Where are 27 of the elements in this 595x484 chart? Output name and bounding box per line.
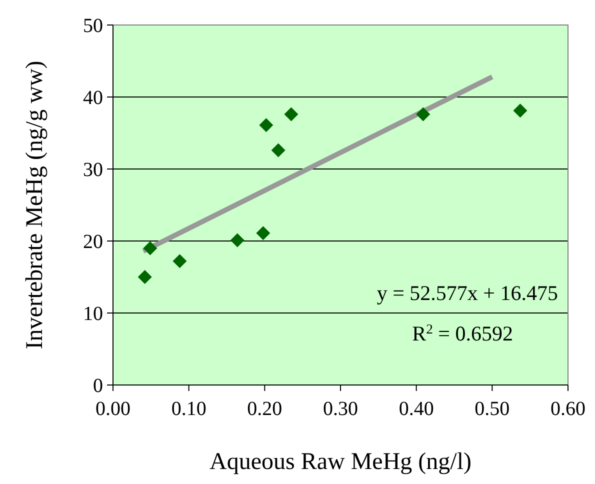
point	[271, 143, 286, 158]
y-tick-label: 30	[83, 159, 103, 181]
y-tick-label: 0	[93, 375, 103, 397]
x-tick-label: 0.10	[171, 398, 206, 420]
y-tick-label: 10	[83, 303, 103, 325]
point	[284, 107, 298, 122]
point	[138, 270, 152, 284]
x-tick-label: 0.20	[247, 398, 282, 420]
point	[259, 118, 274, 132]
y-tick-label: 50	[83, 15, 103, 37]
x-tick-label: 0.30	[323, 398, 358, 420]
y-axis-title: Invertebrate MeHg (ng/g ww)	[22, 60, 48, 350]
x-tick-label: 0.50	[474, 398, 510, 420]
annotation: R$^{2}$ = 0.6592	[412, 320, 513, 346]
x-tick-label: 0.60	[550, 398, 586, 420]
point	[143, 241, 158, 256]
x-tick-label: 0.00	[96, 398, 130, 420]
annotation: y = 52.577x + 16.475	[376, 281, 558, 306]
x-tick-label: 0.40	[398, 398, 434, 420]
point	[513, 104, 528, 118]
y-tick-label: 40	[83, 87, 103, 109]
point	[172, 254, 187, 268]
point	[416, 107, 430, 122]
point	[230, 233, 244, 248]
y-tick-label: 20	[83, 231, 103, 253]
x-axis-title: Aqueous Raw MeHg (ng/l)	[210, 449, 472, 475]
point	[256, 226, 270, 240]
